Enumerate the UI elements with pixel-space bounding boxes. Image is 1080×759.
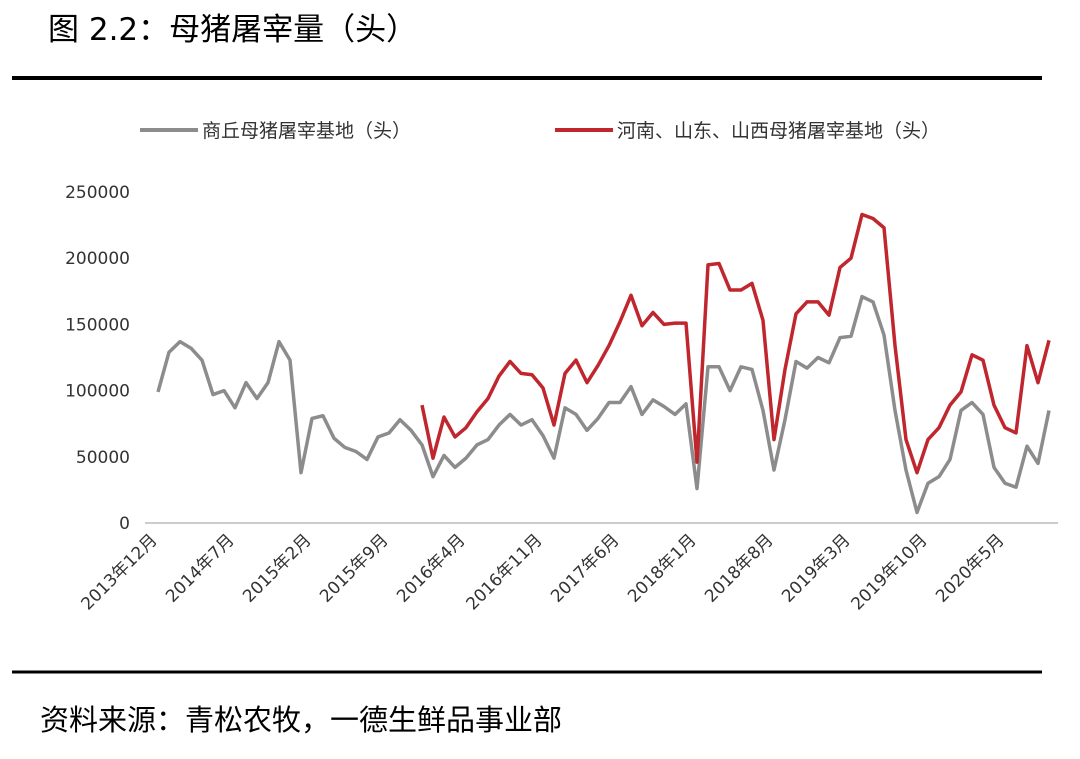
x-tick-label: 2016年11月	[462, 530, 546, 614]
y-tick-label: 150000	[65, 315, 130, 335]
y-tick-label: 0	[119, 514, 130, 534]
x-tick-label: 2020年5月	[932, 530, 1008, 606]
x-tick-label: 2015年9月	[316, 530, 392, 606]
x-tick-label: 2013年12月	[77, 530, 161, 614]
legend-label: 商丘母猪屠宰基地（头）	[202, 120, 411, 142]
y-tick-label: 200000	[65, 249, 130, 269]
line-series	[420, 212, 1051, 475]
chart-title: 图 2.2：母猪屠宰量（头）	[48, 12, 417, 48]
legend-label: 河南、山东、山西母猪屠宰基地（头）	[617, 120, 940, 142]
x-tick-label: 2019年3月	[778, 530, 854, 606]
x-tick-label: 2019年10月	[847, 530, 931, 614]
y-tick-label: 50000	[76, 448, 130, 468]
x-tick-label: 2018年1月	[624, 530, 700, 606]
y-tick-label: 250000	[65, 183, 130, 203]
line-series	[156, 294, 1051, 515]
x-tick-label: 2016年4月	[393, 530, 469, 606]
x-tick-label: 2015年2月	[239, 530, 315, 606]
source: 资料来源：青松农牧，一德生鲜品事业部	[40, 703, 562, 737]
x-tick-label: 2017年6月	[547, 530, 623, 606]
x-tick-label: 2014年7月	[162, 530, 238, 606]
y-tick-label: 100000	[65, 382, 130, 402]
x-tick-label: 2018年8月	[701, 530, 777, 606]
